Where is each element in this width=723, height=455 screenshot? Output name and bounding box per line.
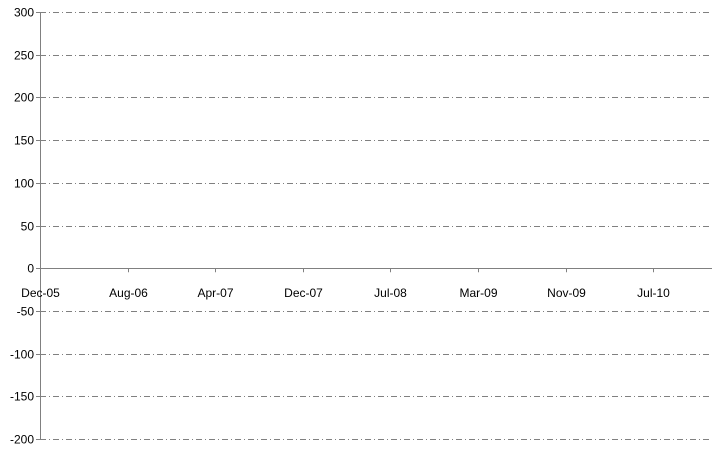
y-tick-label: 150	[14, 134, 34, 148]
y-tick-label: 0	[27, 262, 34, 276]
x-tick-label: Dec-05	[21, 286, 60, 300]
x-tick-label: Jul-10	[637, 286, 670, 300]
x-tick-label: Mar-09	[459, 286, 497, 300]
y-tick-label: 200	[14, 91, 34, 105]
y-tick-label: 50	[21, 220, 35, 234]
y-tick-label: -200	[10, 433, 34, 447]
y-tick-label: -50	[17, 305, 35, 319]
x-tick-label: Jul-08	[374, 286, 407, 300]
y-tick-label: 300	[14, 6, 34, 20]
y-tick-label: 250	[14, 49, 34, 63]
y-tick-label: -150	[10, 390, 34, 404]
y-tick-label: 100	[14, 177, 34, 191]
x-tick-label: Apr-07	[197, 286, 233, 300]
x-tick-label: Nov-09	[547, 286, 586, 300]
x-tick-label: Dec-07	[284, 286, 323, 300]
x-tick-label: Aug-06	[109, 286, 148, 300]
y-tick-label: -100	[10, 348, 34, 362]
